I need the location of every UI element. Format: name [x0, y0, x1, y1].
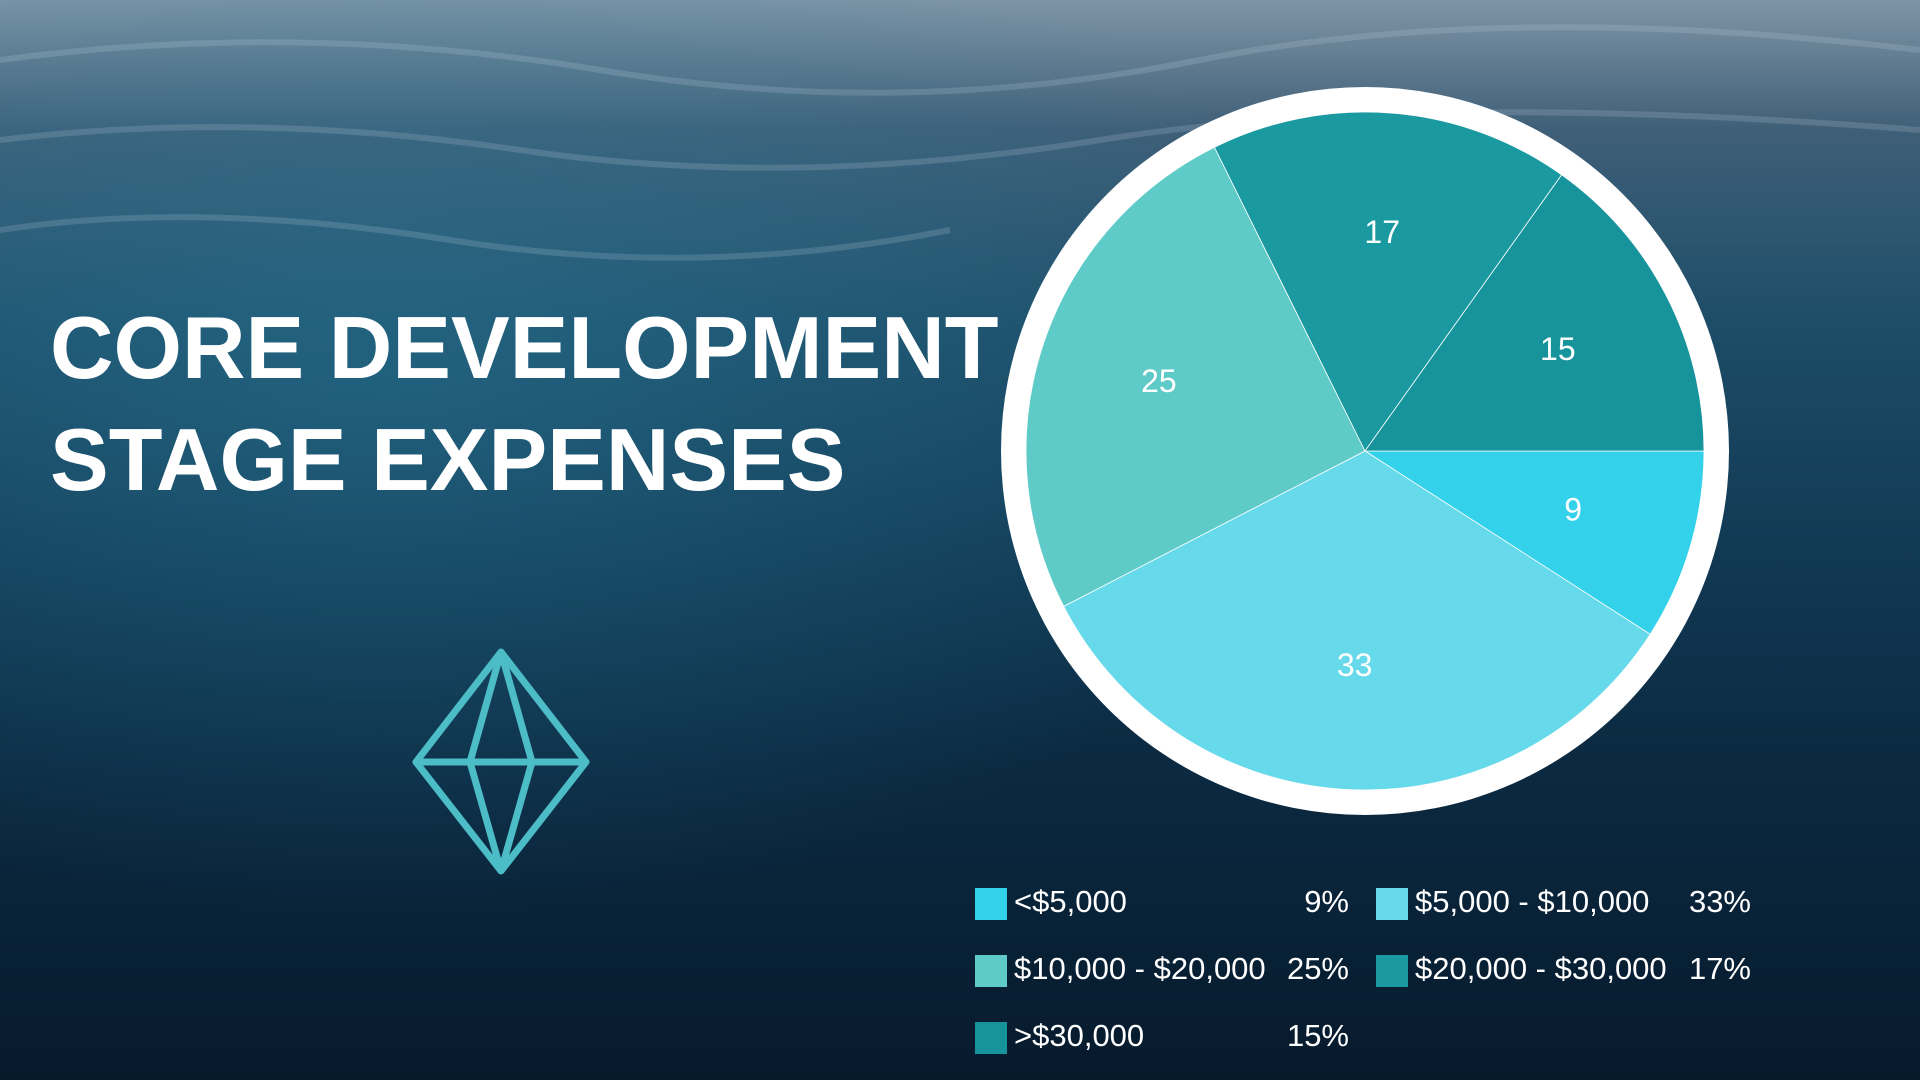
legend-value: 33% — [1689, 884, 1751, 919]
pie-slice — [1063, 450, 1651, 791]
legend-label: $20,000 - $30,000 — [1415, 951, 1667, 986]
pie: 9 33 25 17 15 — [1025, 111, 1705, 791]
pie-slice — [1213, 111, 1563, 452]
slice-label: 17 — [1364, 214, 1400, 250]
legend-swatch — [1376, 888, 1408, 920]
legend-value: 17% — [1689, 951, 1751, 986]
legend: <$5,000 9% $5,000 - $10,000 33% $10,000 - $2… — [975, 884, 1751, 1054]
slice-label: 9 — [1564, 492, 1582, 528]
slice-label: 33 — [1337, 647, 1373, 683]
legend-label: $10,000 - $20,000 — [1014, 951, 1266, 986]
diamond-icon — [412, 648, 590, 875]
slice-label: 15 — [1540, 331, 1576, 367]
legend-label: >$30,000 — [1014, 1018, 1144, 1053]
title-line: STAGE EXPENSES — [50, 410, 845, 509]
legend-label: <$5,000 — [1014, 884, 1127, 919]
legend-value: 15% — [1287, 1018, 1349, 1053]
legend-swatch — [1376, 955, 1408, 987]
legend-swatch — [975, 955, 1007, 987]
legend-value: 25% — [1287, 951, 1349, 986]
legend-label: $5,000 - $10,000 — [1415, 884, 1649, 919]
pie-slice — [1025, 146, 1366, 607]
legend-value: 9% — [1304, 884, 1349, 919]
water-ripples — [0, 24, 1920, 261]
legend-swatch — [975, 888, 1007, 920]
pie-slice — [1363, 450, 1705, 635]
pie-slice — [1364, 174, 1705, 452]
title-line: CORE DEVELOPMENT — [50, 298, 999, 397]
slice-label: 25 — [1141, 363, 1177, 399]
legend-swatch — [975, 1022, 1007, 1054]
